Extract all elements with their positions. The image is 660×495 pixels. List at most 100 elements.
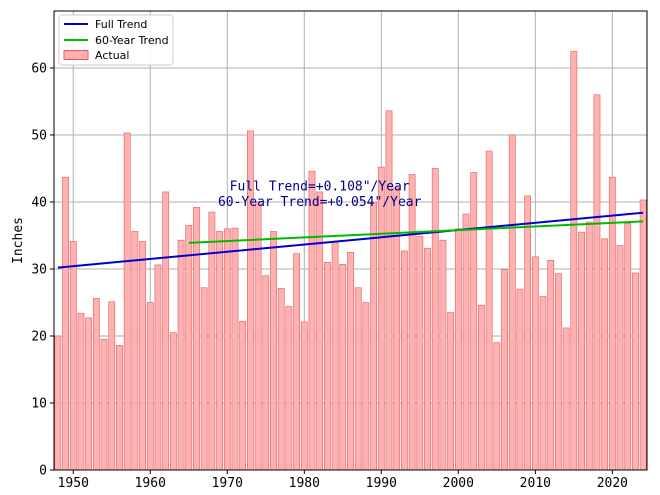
full-trend-line	[57, 211, 644, 269]
sixty-year-trend-annotation: 60-Year Trend=+0.054"/Year	[218, 195, 422, 210]
bar-2007	[508, 134, 516, 471]
bar-1975	[262, 275, 270, 471]
sixty-year-trend-line	[188, 220, 644, 244]
bar-1997	[431, 168, 439, 471]
bar-1977	[277, 288, 285, 471]
bar-1982	[316, 191, 324, 471]
bar-1979	[293, 253, 300, 471]
bar-2004	[485, 150, 493, 471]
x-tick-label-2020: 2020	[597, 476, 628, 491]
trend-lines	[57, 211, 644, 269]
y-tick-label-0: 0	[39, 464, 47, 479]
bar-1971	[231, 227, 239, 471]
bar-1972	[239, 320, 247, 471]
bar-1962	[162, 191, 170, 471]
axis-ticks: 1950 1960 1970 1980 1990 2000 2010 2020 0 10 20 30 4…	[31, 61, 628, 491]
bar-1961	[154, 264, 162, 471]
y-tick-label-30: 30	[31, 262, 47, 277]
bar-2014	[562, 327, 570, 471]
bar-2009	[524, 195, 532, 471]
bar-1965	[185, 225, 193, 471]
y-tick-label-60: 60	[31, 61, 47, 76]
legend-60-year-trend-label: 60-Year Trend	[95, 34, 169, 47]
legend-actual-swatch	[63, 50, 89, 60]
bar-1988	[362, 302, 370, 471]
bar-2012	[547, 259, 555, 471]
bar-1983	[324, 261, 331, 471]
bar-1950	[69, 241, 77, 471]
bar-1987	[354, 287, 362, 471]
bar-1959	[139, 241, 146, 471]
bar-1990	[377, 166, 385, 471]
bar-2019	[601, 238, 609, 471]
bar-1974	[254, 201, 262, 471]
bar-2015	[570, 50, 578, 471]
bar-2006	[501, 269, 508, 471]
bar-1985	[339, 263, 347, 471]
bar-2020	[608, 176, 616, 471]
x-tick-label-1980: 1980	[289, 476, 320, 491]
bar-1955	[108, 301, 116, 471]
bar-1980	[300, 321, 308, 471]
bar-1957	[123, 132, 131, 471]
x-tick-label-1990: 1990	[366, 476, 397, 491]
bar-1978	[285, 306, 293, 471]
y-tick-label-50: 50	[31, 128, 47, 143]
bar-2013	[555, 273, 562, 471]
bar-1999	[447, 312, 454, 471]
legend-full-trend-label: Full Trend	[95, 18, 147, 31]
bar-2003	[478, 304, 485, 471]
bar-1948	[54, 335, 62, 471]
bar-1969	[216, 231, 223, 471]
bar-1968	[208, 211, 216, 471]
y-tick-label-10: 10	[31, 396, 47, 411]
bar-1991	[385, 110, 393, 471]
bar-2016	[578, 231, 585, 471]
bar-1954	[100, 339, 108, 471]
bar-2017	[585, 221, 593, 471]
legend-actual-label: Actual	[95, 49, 129, 62]
bar-1992	[393, 187, 401, 471]
y-axis-label: Inches	[11, 217, 26, 264]
bar-1984	[331, 241, 339, 471]
x-tick-label-2010: 2010	[520, 476, 551, 491]
bar-2001	[462, 213, 470, 471]
bar-1970	[223, 228, 231, 471]
x-tick-label-1970: 1970	[212, 476, 243, 491]
bar-1966	[193, 207, 200, 471]
bar-1994	[408, 174, 416, 471]
bar-1958	[131, 231, 139, 471]
bar-1953	[92, 298, 100, 471]
x-tick-label-2000: 2000	[443, 476, 474, 491]
bar-2024	[639, 199, 647, 471]
bar-1989	[370, 201, 377, 471]
bar-1995	[416, 235, 424, 471]
bar-1956	[116, 345, 123, 471]
bar-1986	[347, 251, 354, 471]
bar-1964	[177, 239, 185, 471]
plot-frame	[53, 10, 648, 471]
bar-1976	[270, 231, 277, 471]
bar-2021	[616, 245, 624, 471]
bar-1960	[146, 302, 154, 471]
bar-2002	[470, 172, 478, 471]
y-tick-label-20: 20	[31, 329, 47, 344]
bar-2023	[632, 272, 639, 471]
bar-2000	[454, 228, 462, 471]
bar-1998	[439, 239, 447, 471]
bar-1952	[85, 317, 93, 471]
bar-1963	[169, 332, 177, 471]
legend: Full Trend 60-Year Trend Actual	[58, 14, 174, 66]
x-tick-label-1950: 1950	[58, 476, 89, 491]
y-tick-label-40: 40	[31, 195, 47, 210]
bar-1981	[308, 170, 316, 471]
bar-2018	[593, 94, 601, 471]
bar-1967	[200, 287, 208, 471]
bar-2008	[516, 288, 524, 471]
annotations: Full Trend=+0.108"/Year 60-Year Trend=+0…	[218, 180, 422, 210]
bar-1996	[424, 247, 431, 471]
full-trend-annotation: Full Trend=+0.108"/Year	[230, 180, 410, 195]
bar-2005	[493, 342, 501, 471]
bar-1949	[62, 176, 69, 471]
